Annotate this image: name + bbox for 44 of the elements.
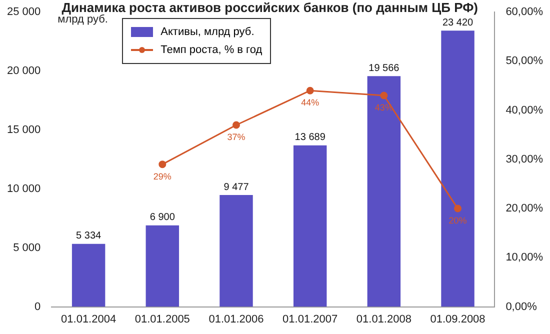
y-tick-label: 25 000 (6, 6, 41, 18)
x-tick-label: 01.09.2008 (430, 313, 486, 326)
y2-tick-label: 50,00% (506, 55, 544, 68)
data-label: 29% (153, 171, 172, 182)
point (380, 92, 388, 100)
data-label: 23 420 (442, 17, 474, 28)
y-tick-label: 10 000 (6, 182, 41, 195)
bar (367, 76, 401, 307)
bar (146, 225, 180, 307)
y-tick-label: 5 000 (13, 242, 41, 254)
point (454, 204, 462, 212)
x-tick-label: 01.01.2006 (208, 313, 264, 326)
x-tick-label: 01.01.2004 (61, 313, 116, 326)
y-tick-label: 15 000 (6, 124, 41, 136)
bar (72, 244, 106, 307)
y-axis-title: млрд руб. (58, 14, 108, 26)
data-label: 6 900 (150, 212, 176, 224)
y2-tick-label: 30,00% (506, 153, 544, 166)
data-label: 19 566 (368, 62, 400, 74)
data-label: 5 334 (76, 230, 102, 242)
data-label: 37% (227, 132, 246, 142)
bar (220, 195, 253, 307)
legend-label: Темп роста, % в год (160, 43, 262, 58)
bar (293, 145, 327, 307)
chart-title: Динамика роста активов российских банков (по данным ЦБ РФ) (62, 0, 478, 16)
data-label: 9 477 (224, 182, 250, 193)
legend-label: Активы, млрд руб. (160, 25, 256, 40)
point (306, 86, 314, 94)
y2-tick-label: 10,00% (506, 252, 544, 264)
y2-tick-label: 0,00% (506, 300, 538, 313)
data-label: 44% (301, 98, 320, 108)
y2-tick-label: 60,00% (506, 6, 544, 18)
y2-tick-label: 20,00% (506, 202, 544, 215)
point (158, 160, 166, 168)
y-tick-label: 0 (34, 300, 41, 313)
data-label: 20% (448, 216, 467, 226)
x-tick-label: 01.01.2008 (356, 313, 412, 326)
data-label: 13 689 (294, 132, 326, 144)
y-tick-label: 20 000 (6, 64, 41, 77)
point (232, 121, 240, 129)
x-tick-label: 01.01.2007 (282, 313, 338, 326)
bar (441, 30, 474, 307)
x-tick-label: 01.01.2005 (134, 313, 190, 326)
y2-tick-label: 40,00% (506, 104, 544, 116)
